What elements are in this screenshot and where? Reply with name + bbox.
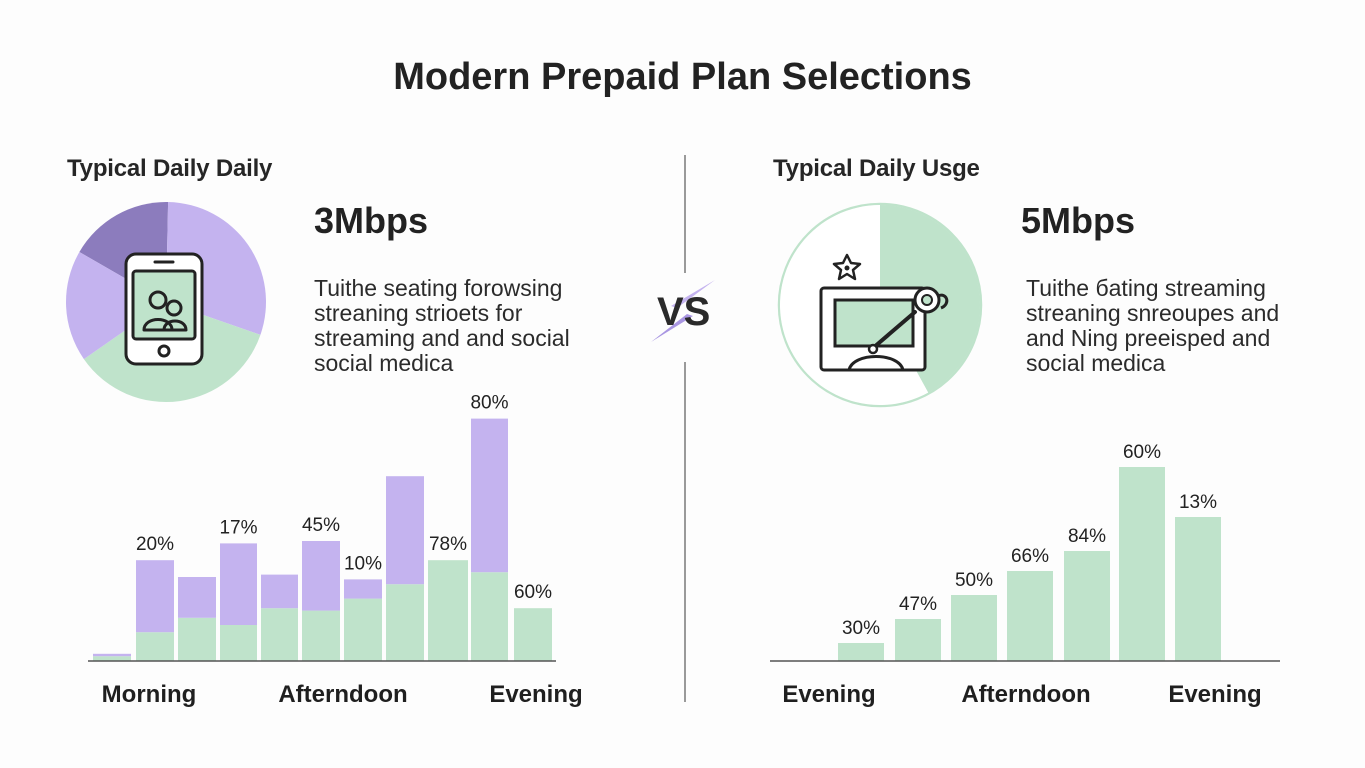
vs-badge: [651, 280, 715, 342]
left-description: Tuithe seating forowsing streaning strio…: [314, 276, 604, 376]
right-bar-data-label: 66%: [1011, 546, 1049, 567]
left-bar-data-label: 78%: [429, 534, 467, 555]
right-bar-chart: 30%47%50%66%84%60%13% Evening Afterndoon E…: [770, 442, 1280, 708]
right-usage-pie: [777, 202, 983, 408]
center-divider-top: [684, 155, 686, 273]
left-bar-green-8: [428, 560, 468, 661]
left-bar-data-label: 17%: [219, 517, 257, 538]
right-bar-5: [1119, 467, 1165, 661]
smartphone-users-icon: [124, 252, 204, 366]
right-description: Tuithe бating streaming streaning snreou…: [1026, 276, 1316, 376]
right-bar-1: [895, 619, 941, 661]
left-panel: Typical Daily Daily 3Mbps Tuithe seating…: [66, 155, 604, 708]
left-bar-purple-9: [471, 418, 508, 573]
monitor-stylus-icon: [819, 253, 949, 372]
right-x-label: Afterndoon: [961, 681, 1090, 708]
right-bar-data-label: 60%: [1123, 442, 1161, 463]
center-divider-bottom: [684, 362, 686, 702]
left-bar-data-label: 10%: [344, 553, 382, 574]
left-bar-green-0: [93, 656, 131, 661]
right-bar-2: [951, 595, 997, 661]
right-description-line: streaning snreoupes and: [1026, 300, 1280, 326]
left-bar-green-2: [178, 617, 216, 661]
left-bar-purple-6: [344, 579, 382, 599]
left-bar-purple-2: [178, 577, 216, 618]
left-bar-green-4: [261, 608, 298, 661]
left-bar-green-7: [386, 584, 424, 661]
left-description-line: social medica: [314, 350, 454, 376]
left-x-labels: Morning Afterndoon Evening: [102, 681, 583, 708]
page-title: Modern Prepaid Plan Selections: [393, 56, 972, 98]
right-bar-4: [1064, 551, 1110, 661]
right-bar-0: [838, 643, 884, 661]
left-speed: 3Mbps: [314, 200, 429, 241]
left-bars: 20% 17% 45%10% 78% 80% 60%: [93, 393, 552, 661]
right-bar-data-label: 13%: [1179, 492, 1217, 513]
left-bar-green-3: [220, 625, 257, 661]
right-bar-6: [1175, 517, 1221, 661]
vs-label: VS: [657, 290, 711, 334]
right-x-label: Evening: [1168, 681, 1261, 708]
right-x-labels: Evening Afterndoon Evening: [782, 681, 1261, 708]
right-panel: Typical Daily Usge 5Mbps Tuithe бating s…: [685, 0, 1365, 768]
left-bar-purple-3: [220, 543, 257, 625]
left-bar-data-label: 80%: [470, 393, 508, 414]
right-bar-data-label: 84%: [1068, 526, 1106, 547]
right-panel-heading: Typical Daily Usge: [773, 155, 980, 182]
left-bar-data-label: 20%: [136, 534, 174, 555]
left-x-label: Afterndoon: [278, 681, 407, 708]
left-bar-green-9: [471, 572, 508, 661]
left-bar-purple-4: [261, 574, 298, 609]
right-x-label: Evening: [782, 681, 875, 708]
left-bar-data-label: 45%: [302, 515, 340, 536]
right-bar-data-label: 30%: [842, 618, 880, 639]
right-description-line: Tuithe бating streaming: [1026, 275, 1266, 301]
left-description-line: Tuithe seating forowsing: [314, 275, 563, 301]
left-panel-heading: Typical Daily Daily: [67, 155, 273, 182]
left-bar-purple-1: [136, 560, 174, 633]
left-bar-data-label: 60%: [514, 582, 552, 603]
right-description-line: and Ning preeisped and: [1026, 325, 1271, 351]
left-pie-slice-3: [66, 252, 166, 360]
right-bar-data-label: 47%: [899, 594, 937, 615]
left-description-line: streaming and and social: [314, 325, 570, 351]
left-x-label: Morning: [102, 681, 197, 708]
right-description-line: social medica: [1026, 350, 1166, 376]
left-bar-purple-7: [386, 476, 424, 585]
left-bar-chart: 20% 17% 45%10% 78% 80% 60% Morning Afterndoon E…: [88, 393, 583, 708]
left-bar-green-10: [514, 608, 552, 661]
left-bar-purple-0: [93, 653, 131, 657]
right-bar-3: [1007, 571, 1053, 661]
left-bar-green-1: [136, 632, 174, 661]
left-bar-green-5: [302, 610, 340, 661]
left-bar-purple-5: [302, 541, 340, 611]
left-description-line: streaning strioets for: [314, 300, 523, 326]
right-bar-data-label: 50%: [955, 570, 993, 591]
left-bar-green-6: [344, 598, 382, 661]
right-speed: 5Mbps: [1021, 200, 1136, 241]
right-bars: 30% 47% 50% 66% 84% 60% 13%: [838, 442, 1221, 661]
left-x-label: Evening: [489, 681, 582, 708]
left-usage-pie: [66, 202, 266, 402]
